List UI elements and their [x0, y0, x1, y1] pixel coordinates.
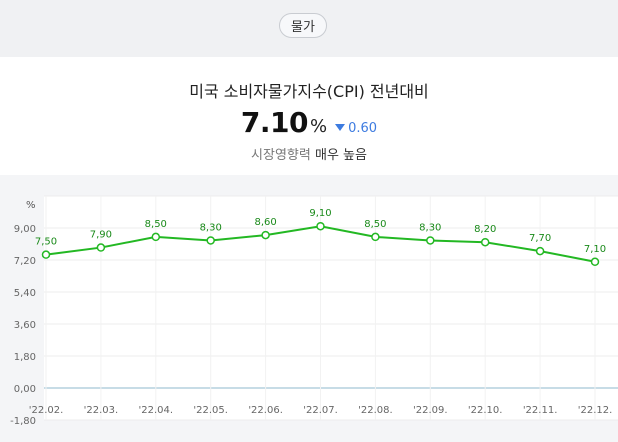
- data-point: [535, 246, 545, 256]
- x-tick-label: '22.02.: [29, 405, 64, 416]
- data-value-label: 7,90: [90, 230, 112, 241]
- data-point: [371, 232, 380, 242]
- indicator-value: 7.10: [240, 106, 309, 139]
- impact-level: 매우 높음: [314, 148, 367, 163]
- data-value-label: 7,10: [584, 244, 606, 255]
- data-value-label: 8,30: [200, 222, 222, 233]
- x-tick-label: '22.03.: [84, 405, 119, 416]
- category-pill-button[interactable]: 물가: [279, 13, 327, 38]
- x-tick-label: '22.08.: [358, 405, 393, 416]
- data-point: [206, 236, 215, 245]
- data-point: [590, 257, 600, 267]
- x-tick-label: '22.05.: [193, 405, 228, 416]
- change-badge: 0.60: [335, 121, 377, 136]
- data-value-label: 8,50: [364, 219, 386, 230]
- change-value: 0.60: [348, 121, 378, 136]
- data-value-label: 7,50: [35, 237, 57, 248]
- data-value-label: 8,50: [145, 219, 167, 230]
- x-tick-label: '22.04.: [139, 405, 174, 416]
- data-point: [480, 237, 490, 247]
- market-impact: 시장영향력 매우 높음: [0, 144, 618, 163]
- data-point: [41, 250, 51, 259]
- data-value-label: 8,20: [474, 224, 496, 235]
- data-value-label: 8,30: [419, 222, 441, 233]
- x-tick-label: '22.09.: [413, 405, 448, 416]
- plot-background: [44, 196, 618, 420]
- triangle-down-icon: [335, 124, 346, 131]
- indicator-title: 미국 소비자물가지수(CPI) 전년대비: [189, 82, 429, 101]
- data-point: [151, 232, 161, 242]
- x-tick-label: '22.06.: [248, 405, 283, 416]
- data-value-label: 8,60: [254, 217, 276, 228]
- data-value-label: 7,70: [529, 233, 551, 244]
- indicator-card: [0, 57, 618, 175]
- y-tick-label: 9,00: [14, 224, 36, 235]
- indicator-value-row: 7.10% 0.60: [0, 106, 618, 139]
- data-point: [96, 243, 106, 252]
- x-tick-label: '22.12.: [578, 405, 613, 416]
- y-tick-label: -1,80: [10, 416, 36, 427]
- x-tick-label: '22.10.: [468, 405, 503, 416]
- data-value-label: 9,10: [309, 208, 331, 219]
- x-tick-label: '22.07.: [303, 405, 338, 416]
- y-axis-unit-label: %: [26, 200, 36, 211]
- data-point: [316, 221, 325, 231]
- impact-label: 시장영향력: [251, 148, 311, 163]
- data-point: [261, 230, 270, 240]
- y-tick-label: 3,60: [14, 320, 36, 331]
- y-tick-label: 7,20: [14, 256, 36, 267]
- y-tick-label: 1,80: [14, 352, 36, 363]
- y-tick-label: 0,00: [14, 384, 36, 395]
- data-point: [426, 236, 435, 245]
- y-tick-label: 5,40: [14, 288, 36, 299]
- indicator-unit: %: [310, 116, 328, 137]
- x-tick-label: '22.11.: [523, 405, 558, 416]
